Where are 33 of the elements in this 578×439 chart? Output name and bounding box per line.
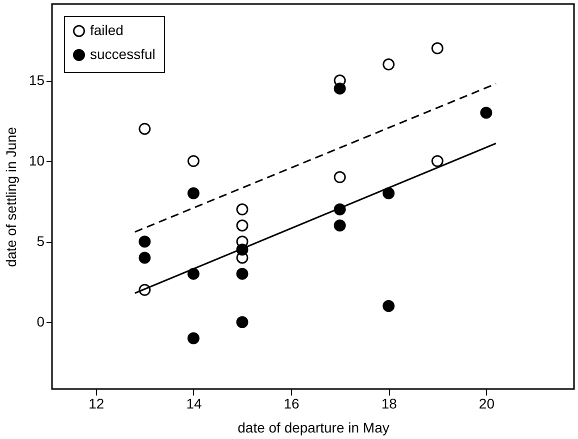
point — [236, 316, 248, 328]
y-axis-title: date of settling in June — [2, 126, 19, 268]
point — [138, 252, 151, 264]
point — [236, 220, 248, 232]
point — [187, 155, 200, 168]
x-tick-label: 12 — [88, 396, 104, 412]
point — [138, 122, 151, 135]
x-tick-label: 16 — [284, 396, 300, 412]
point — [187, 332, 200, 344]
y-tick-label: 10 — [28, 152, 45, 169]
y-tick-label: 15 — [28, 72, 45, 88]
legend-label: failed — [90, 22, 124, 38]
point — [187, 187, 200, 200]
x-tick-label: 14 — [186, 396, 202, 412]
point — [187, 268, 200, 280]
x-tick-label: 20 — [478, 396, 495, 412]
point — [382, 300, 395, 312]
point — [334, 82, 346, 95]
point — [236, 268, 248, 280]
point — [334, 220, 346, 232]
x-tick-label: 18 — [381, 396, 398, 412]
point — [334, 171, 346, 184]
point — [236, 203, 248, 216]
legend-label: successful — [90, 46, 156, 62]
point — [382, 187, 395, 200]
point — [480, 106, 492, 119]
y-tick-label: 0 — [36, 314, 45, 330]
x-axis-title: date of departure in May — [238, 420, 390, 436]
point — [138, 236, 151, 248]
y-tick-label: 5 — [36, 233, 45, 250]
point — [382, 58, 395, 70]
point — [431, 155, 444, 168]
point — [431, 42, 444, 54]
